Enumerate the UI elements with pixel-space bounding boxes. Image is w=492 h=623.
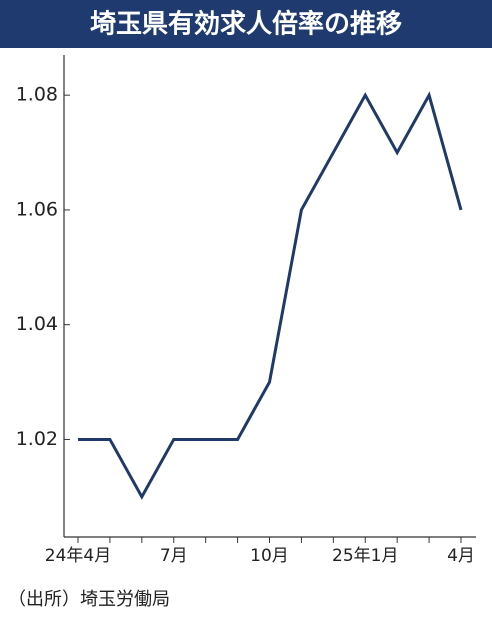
y-tick-label: 1.08 — [16, 84, 58, 106]
y-tick-label: 1.04 — [16, 313, 58, 335]
chart-title: 埼玉県有効求人倍率の推移 — [90, 9, 402, 40]
x-tick-label: 7月 — [160, 546, 188, 566]
x-tick-label: 25年1月 — [332, 546, 398, 566]
x-tick-label: 24年4月 — [45, 546, 111, 566]
data-line — [78, 91, 463, 500]
x-tick-label: 4月 — [447, 546, 475, 566]
source-note: （出所）埼玉労働局 — [8, 589, 170, 610]
y-tick-label: 1.06 — [16, 198, 58, 220]
x-tick-label: 10月 — [250, 546, 289, 566]
y-tick-label: 1.02 — [16, 428, 58, 450]
title-bar — [0, 0, 492, 48]
